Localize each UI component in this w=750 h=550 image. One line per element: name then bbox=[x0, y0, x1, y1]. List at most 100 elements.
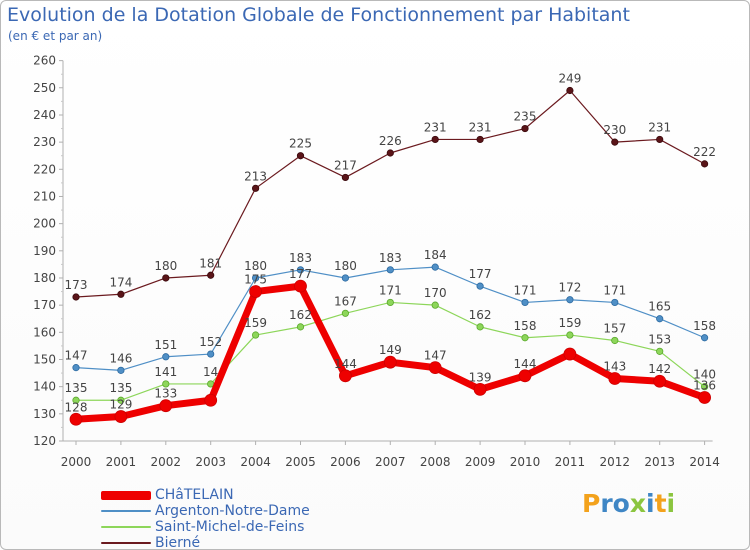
data-point bbox=[386, 149, 394, 157]
data-point bbox=[431, 135, 439, 144]
data-label: 171 bbox=[603, 283, 626, 297]
data-label: 133 bbox=[154, 387, 177, 401]
y-tick-label: 210 bbox=[33, 189, 56, 203]
data-label: 147 bbox=[65, 349, 88, 363]
legend-swatch bbox=[101, 490, 151, 500]
data-point bbox=[117, 290, 125, 298]
data-label: 152 bbox=[199, 335, 222, 349]
x-tick-label: 2011 bbox=[555, 455, 586, 469]
logo-letter: x bbox=[629, 489, 646, 518]
data-point bbox=[69, 412, 83, 426]
data-label: 231 bbox=[469, 120, 492, 134]
data-label: 140 bbox=[693, 368, 716, 382]
y-tick-label: 120 bbox=[33, 434, 56, 448]
y-tick-label: 260 bbox=[33, 54, 56, 68]
data-label: 162 bbox=[469, 308, 492, 322]
data-label: 231 bbox=[424, 120, 447, 134]
data-label: 173 bbox=[65, 278, 88, 292]
data-label: 128 bbox=[65, 400, 88, 414]
y-tick-label: 140 bbox=[33, 380, 56, 394]
x-tick-label: 2008 bbox=[420, 455, 451, 469]
data-point bbox=[296, 266, 305, 274]
logo-letter: i bbox=[646, 489, 655, 518]
legend-item: CHâTELAIN bbox=[101, 487, 310, 503]
data-point bbox=[700, 383, 709, 391]
data-point bbox=[338, 369, 352, 383]
data-point bbox=[428, 361, 442, 375]
data-point bbox=[521, 298, 529, 307]
data-label: 135 bbox=[65, 381, 88, 395]
data-point bbox=[566, 86, 574, 95]
data-point bbox=[473, 382, 487, 396]
data-point bbox=[159, 399, 173, 413]
x-tick-label: 2012 bbox=[600, 455, 631, 469]
y-tick-label: 170 bbox=[33, 298, 56, 312]
data-point bbox=[249, 285, 263, 298]
x-tick-label: 2005 bbox=[285, 455, 316, 469]
chart-axes: 120 130 140 150 160 170 180 190 200 210 220 230 240 2… bbox=[33, 54, 720, 469]
data-point bbox=[698, 391, 711, 404]
data-point bbox=[611, 138, 619, 146]
chart-subtitle: (en € et par an) bbox=[8, 29, 103, 43]
data-label: 147 bbox=[424, 349, 447, 363]
data-label: 149 bbox=[379, 343, 402, 357]
data-label: 141 bbox=[154, 365, 177, 379]
data-label: 151 bbox=[154, 338, 177, 352]
legend-item: Argenton-Notre-Dame bbox=[101, 503, 310, 519]
y-tick-label: 200 bbox=[33, 217, 56, 231]
data-label: 14 bbox=[203, 365, 218, 379]
data-label: 167 bbox=[334, 294, 357, 308]
data-point bbox=[611, 336, 619, 345]
data-point bbox=[252, 184, 260, 192]
data-label: 213 bbox=[244, 169, 267, 183]
legend-swatch bbox=[101, 510, 151, 512]
data-label: 183 bbox=[379, 251, 402, 265]
data-label: 159 bbox=[558, 316, 581, 330]
data-point bbox=[608, 372, 622, 385]
data-point bbox=[656, 135, 664, 144]
x-tick-label: 2000 bbox=[61, 455, 92, 469]
data-label: 226 bbox=[379, 134, 402, 148]
logo-letter: r bbox=[600, 489, 613, 518]
data-label: 180 bbox=[334, 259, 357, 273]
x-tick-label: 2004 bbox=[240, 455, 271, 469]
legend-swatch bbox=[101, 542, 151, 544]
data-label: 158 bbox=[514, 319, 537, 333]
data-label: 174 bbox=[109, 275, 132, 289]
data-point bbox=[341, 173, 349, 182]
legend-label: Argenton-Notre-Dame bbox=[155, 503, 310, 519]
data-point bbox=[117, 366, 125, 374]
data-point bbox=[162, 353, 170, 361]
chart-title: Evolution de la Dotation Globale de Fonc… bbox=[7, 4, 630, 26]
y-tick-label: 160 bbox=[33, 325, 56, 339]
data-label: 171 bbox=[379, 283, 402, 297]
data-point bbox=[476, 135, 484, 144]
data-point bbox=[162, 274, 170, 282]
chart-labels-layer: 173 174 180 181 213 225 217 226 231 231 235 249 230 2… bbox=[65, 72, 717, 415]
x-tick-label: 2001 bbox=[106, 455, 137, 469]
data-point bbox=[431, 263, 439, 271]
data-point bbox=[252, 274, 260, 282]
chart-legend: CHâTELAIN Argenton-Notre-Dame Saint-Michel… bbox=[101, 487, 310, 550]
legend-item: Saint-Michel-de-Feins bbox=[101, 519, 310, 535]
data-point bbox=[72, 364, 80, 372]
data-label: 177 bbox=[469, 267, 492, 281]
data-point bbox=[207, 350, 215, 358]
data-label: 180 bbox=[154, 259, 177, 273]
data-point bbox=[566, 296, 574, 304]
legend-label: Bierné bbox=[155, 535, 201, 550]
x-tick-label: 2003 bbox=[195, 455, 226, 469]
data-label: 142 bbox=[648, 362, 671, 376]
data-point bbox=[656, 347, 664, 355]
data-label: 177 bbox=[289, 267, 312, 281]
data-point bbox=[252, 331, 260, 339]
y-tick-label: 190 bbox=[33, 244, 56, 258]
data-label: 139 bbox=[469, 370, 492, 384]
data-label: 231 bbox=[648, 120, 671, 134]
data-point bbox=[476, 323, 484, 331]
data-label: 222 bbox=[693, 145, 716, 159]
data-label: 153 bbox=[648, 332, 671, 346]
y-tick-label: 250 bbox=[33, 81, 56, 95]
data-point bbox=[117, 396, 125, 404]
